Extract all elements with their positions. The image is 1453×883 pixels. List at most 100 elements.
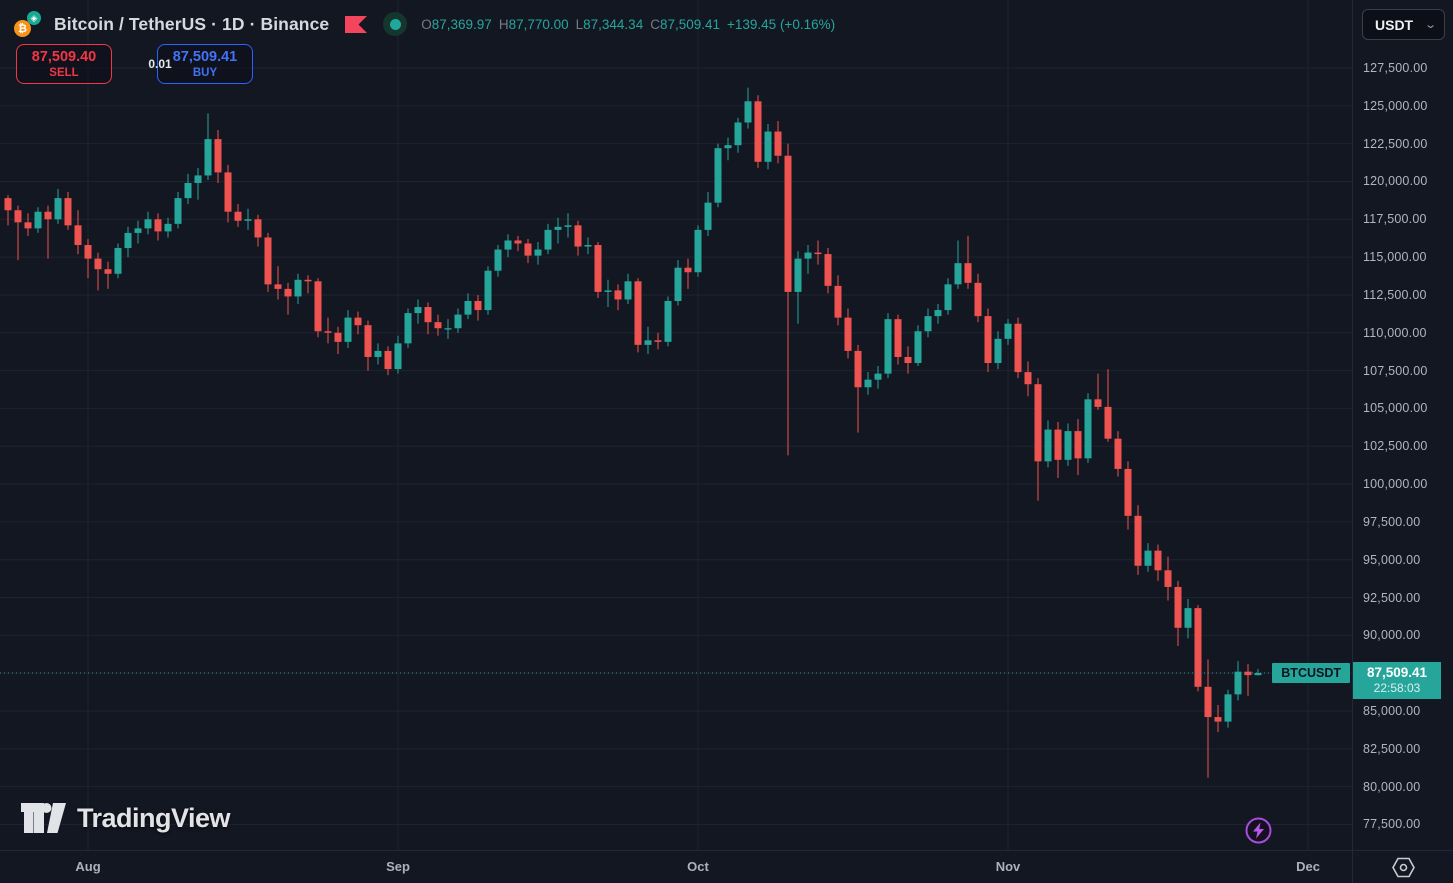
candle — [584, 237, 592, 255]
candle — [804, 245, 812, 274]
price-tick-label: 95,000.00 — [1363, 552, 1421, 567]
price-tick-label: 85,000.00 — [1363, 703, 1421, 718]
price-tick-label: 92,500.00 — [1363, 590, 1421, 605]
candle — [834, 275, 842, 326]
candle — [144, 211, 152, 235]
candle — [824, 248, 832, 294]
tradingview-watermark[interactable]: TradingView — [20, 801, 231, 835]
candle — [594, 241, 602, 298]
open-value: 87,369.97 — [431, 16, 492, 32]
candle — [1014, 317, 1022, 379]
time-axis[interactable]: Aug Sep Oct Nov Dec — [0, 850, 1352, 883]
flag-icon[interactable] — [345, 15, 368, 33]
candle — [574, 220, 582, 256]
price-tick-label: 120,000.00 — [1363, 174, 1428, 189]
price-line-symbol-badge: BTCUSDT — [1272, 663, 1350, 684]
candle — [864, 372, 872, 395]
candle — [274, 266, 282, 300]
candle — [904, 346, 912, 374]
candle — [384, 346, 392, 376]
tradingview-logo-icon — [21, 803, 66, 833]
candle — [1204, 659, 1212, 778]
candle — [64, 192, 72, 230]
candle — [324, 317, 332, 344]
candle — [234, 204, 242, 227]
time-axis-settings-icon[interactable] — [1392, 857, 1415, 878]
candle — [604, 279, 612, 308]
candle — [344, 310, 352, 348]
candle — [244, 208, 252, 230]
candle — [14, 205, 22, 261]
candle — [1094, 373, 1102, 410]
price-tick-label: 110,000.00 — [1363, 325, 1427, 340]
candle — [994, 331, 1002, 370]
candle — [224, 164, 232, 223]
market-status-icon[interactable] — [383, 12, 408, 36]
candle — [424, 302, 432, 335]
symbol-logo[interactable]: ◈ ₿ — [14, 9, 46, 39]
buy-price: 87,509.41 — [172, 48, 238, 65]
candles — [4, 87, 1262, 778]
candle — [204, 113, 212, 180]
candle — [764, 123, 772, 170]
candle — [784, 143, 792, 456]
candle — [614, 284, 622, 311]
candle — [314, 278, 322, 338]
candle — [564, 213, 572, 238]
candle — [354, 311, 362, 335]
candle — [1054, 422, 1062, 479]
candle — [24, 213, 32, 236]
candlestick-chart[interactable] — [0, 0, 1352, 850]
lightning-icon[interactable] — [1245, 817, 1272, 844]
candle — [334, 326, 342, 354]
candle — [854, 344, 862, 433]
candle — [214, 130, 222, 183]
candle — [974, 273, 982, 323]
candle — [1104, 369, 1112, 442]
close-value: 87,509.41 — [659, 16, 721, 32]
candle — [634, 278, 642, 353]
candle — [814, 240, 822, 265]
price-tick-label: 90,000.00 — [1363, 628, 1421, 643]
candle — [484, 266, 492, 315]
month-label-oct: Oct — [687, 859, 709, 874]
candle — [104, 261, 112, 289]
tradingview-watermark-text: TradingView — [77, 802, 231, 833]
candle — [504, 234, 512, 258]
candle — [1254, 669, 1262, 676]
candle — [1074, 419, 1082, 475]
price-tick-label: 105,000.00 — [1363, 401, 1428, 416]
spread-value: 0.01 — [148, 57, 172, 71]
candle — [294, 273, 302, 305]
candle — [724, 137, 732, 161]
candle — [364, 320, 372, 371]
candle — [154, 213, 162, 241]
candle — [554, 217, 562, 244]
trade-buttons: 87,509.40 SELL 0.01 87,509.41 BUY — [16, 44, 253, 84]
price-tick-label: 117,500.00 — [1363, 212, 1427, 227]
candle — [514, 235, 522, 252]
bar-countdown: 22:58:03 — [1373, 681, 1421, 696]
buy-button[interactable]: 87,509.41 BUY — [157, 44, 253, 84]
candle — [44, 205, 52, 259]
candle — [434, 314, 442, 336]
high-label: H — [498, 16, 509, 32]
candle — [714, 143, 722, 208]
price-tick-label: 127,500.00 — [1363, 61, 1428, 75]
candle — [524, 238, 532, 264]
candle — [1174, 580, 1182, 646]
candle — [664, 296, 672, 347]
sell-button[interactable]: 87,509.40 SELL — [16, 44, 112, 84]
candle — [1214, 704, 1222, 733]
candle — [534, 241, 542, 265]
candle — [394, 335, 402, 374]
candle — [794, 251, 802, 324]
candle — [114, 243, 122, 279]
candle — [1064, 423, 1072, 466]
candle — [134, 220, 142, 244]
symbol-title[interactable]: Bitcoin / TetherUS · 1D · Binance — [54, 13, 330, 34]
candle — [944, 278, 952, 315]
price-axis[interactable]: 87,509.41 22:58:03 127,500.00 125,000.00 1… — [1352, 0, 1453, 850]
currency-dropdown[interactable]: USDT ⌄ — [1362, 9, 1445, 40]
price-tick-label: 77,500.00 — [1363, 817, 1421, 832]
